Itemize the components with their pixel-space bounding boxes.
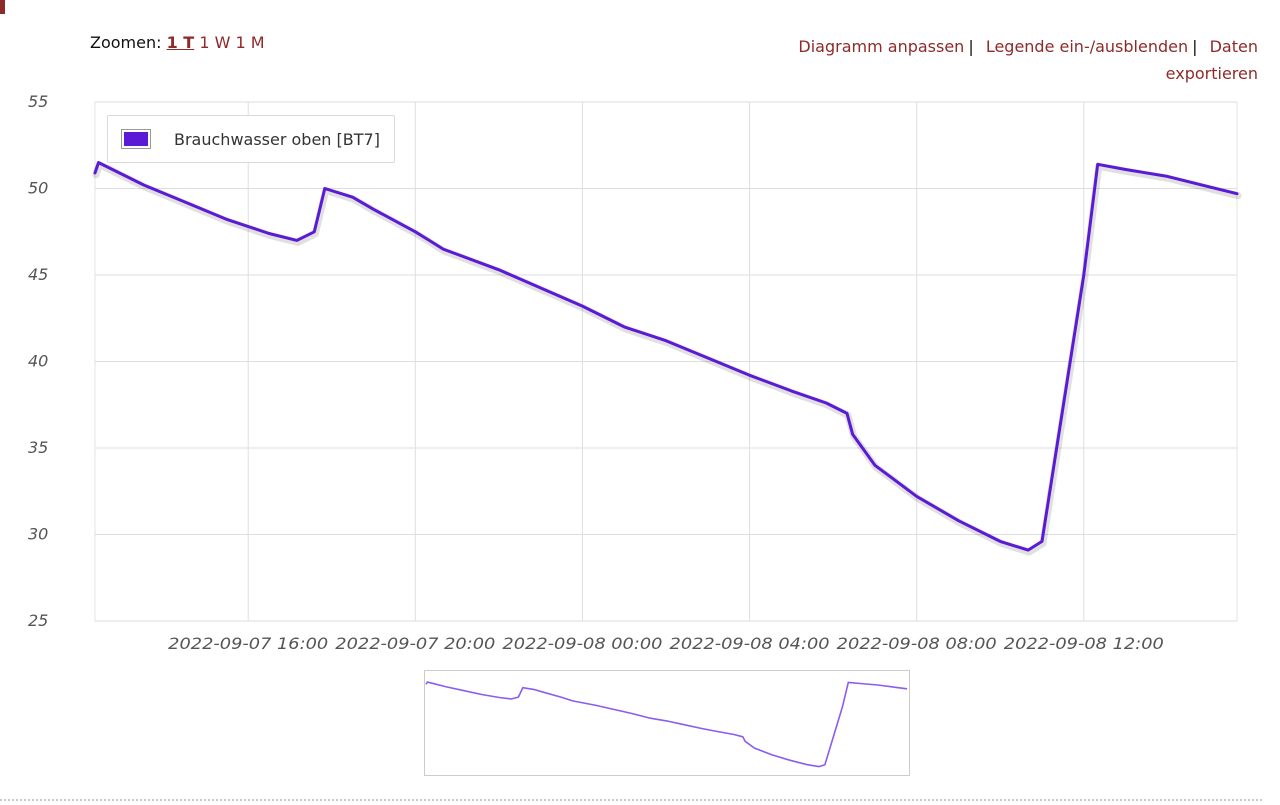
y-tick-label: 45: [28, 265, 48, 284]
y-tick-label: 50: [28, 179, 48, 198]
y-tick-label: 35: [28, 438, 48, 457]
action-separator: |: [1192, 37, 1198, 56]
y-tick-label: 55: [28, 92, 48, 111]
export-data-label-line2: exportieren: [1165, 64, 1258, 83]
action-separator: |: [968, 37, 974, 56]
temperature-chart[interactable]: 55 50 45 40 35 30 25 2022-09-07 16:00 2022-09-07…: [0, 0, 1280, 680]
x-tick-label: 2022-09-08 04:00: [670, 634, 830, 653]
navigator-frame[interactable]: [424, 670, 910, 776]
legend-swatch: [121, 129, 151, 149]
customize-chart-link[interactable]: Diagramm anpassen: [798, 37, 965, 56]
export-data-label-line1: Daten: [1209, 37, 1258, 56]
navigator-series-line: [425, 681, 908, 768]
section-divider: [0, 799, 1262, 801]
zoom-1-week[interactable]: 1 W: [199, 33, 231, 52]
zoom-1-month[interactable]: 1 M: [235, 33, 265, 52]
x-tick-label: 2022-09-08 12:00: [1004, 634, 1164, 653]
x-tick-label: 2022-09-08 08:00: [837, 634, 997, 653]
export-data-link[interactable]: Daten exportieren: [1166, 37, 1258, 83]
series-line-brauchwasser-oben[interactable]: [93, 161, 1239, 552]
zoom-label: Zoomen:: [90, 33, 162, 52]
y-tick-label: 40: [28, 352, 48, 371]
x-tick-label: 2022-09-07 16:00: [168, 634, 328, 653]
chart-actions: Diagramm anpassen | Legende ein-/ausblend…: [658, 33, 1258, 87]
zoom-bar: Zoomen: 1 T 1 W 1 M: [90, 33, 265, 52]
legend-series-label: Brauchwasser oben [BT7]: [174, 129, 380, 149]
zoom-1-day[interactable]: 1 T: [166, 33, 195, 52]
x-tick-label: 2022-09-07 20:00: [335, 634, 495, 653]
chart-legend[interactable]: Brauchwasser oben [BT7]: [107, 115, 395, 163]
y-tick-label: 25: [28, 611, 48, 630]
accent-bar: [0, 0, 5, 14]
y-tick-label: 30: [28, 525, 48, 544]
toggle-legend-link[interactable]: Legende ein-/ausblenden: [985, 37, 1189, 56]
x-tick-label: 2022-09-08 00:00: [502, 634, 662, 653]
